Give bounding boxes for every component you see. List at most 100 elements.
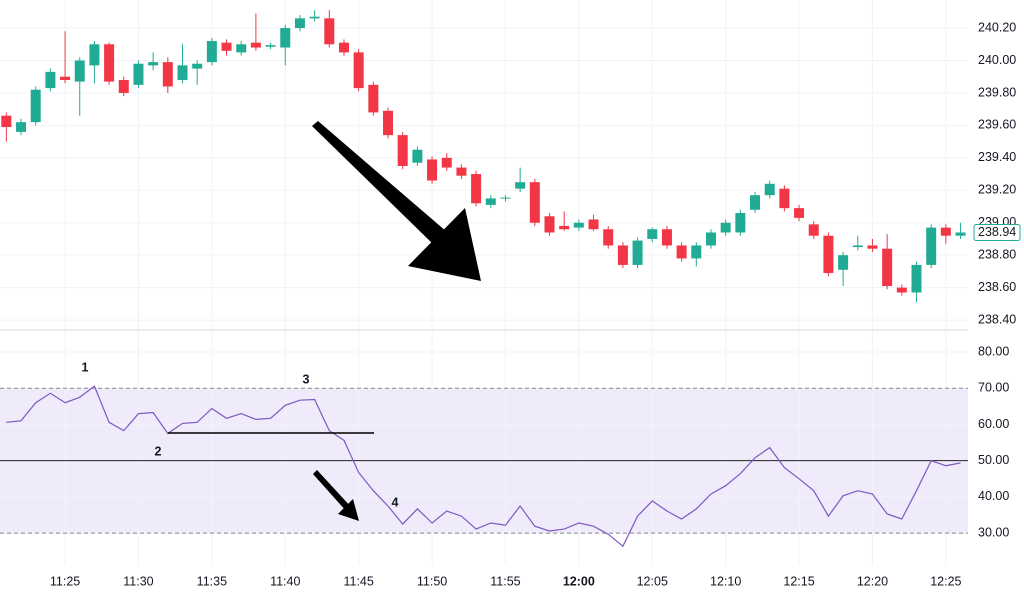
- candle-body: [471, 174, 482, 204]
- x-tick-label: 11:30: [123, 574, 153, 588]
- candle-body: [45, 71, 56, 89]
- candle-body: [779, 188, 790, 209]
- candle-body: [74, 60, 85, 82]
- x-tick-label: 12:10: [710, 574, 741, 588]
- y-tick-label: 239.80: [978, 85, 1016, 99]
- candle-body: [603, 229, 614, 246]
- x-tick-label: 12:25: [930, 574, 961, 588]
- candle-body: [206, 41, 217, 63]
- candle-body: [221, 42, 232, 51]
- candle-body: [823, 235, 834, 274]
- candle-body: [940, 227, 951, 236]
- candle-body: [368, 84, 379, 113]
- candle-body: [794, 208, 805, 218]
- trend-arrow-shaft: [312, 121, 447, 245]
- candle-body: [412, 149, 423, 163]
- candle-body: [617, 245, 628, 265]
- candle-body: [30, 89, 41, 123]
- y-tick-label: 50.00: [978, 453, 1009, 467]
- y-tick-label: 239.20: [978, 183, 1016, 197]
- candle-body: [456, 167, 467, 176]
- candle-body: [544, 216, 555, 233]
- annotation: 2: [155, 444, 162, 458]
- candle-body: [280, 28, 291, 48]
- x-tick-label: 12:05: [637, 574, 668, 588]
- x-tick-label: 11:45: [343, 574, 373, 588]
- candle-body: [632, 240, 643, 265]
- candle-body: [764, 183, 775, 196]
- candle-body: [500, 197, 511, 199]
- y-tick-label: 239.40: [978, 150, 1016, 164]
- candle-body: [118, 79, 129, 93]
- candle-body: [588, 219, 599, 230]
- candle-body: [162, 62, 173, 87]
- candle-body: [559, 225, 570, 230]
- candle-body: [236, 44, 247, 53]
- candle-body: [353, 52, 364, 89]
- candle-body: [838, 255, 849, 270]
- y-tick-label: 238.40: [978, 312, 1016, 326]
- x-tick-label: 12:15: [783, 574, 814, 588]
- candle-body: [441, 157, 452, 168]
- candle-body: [661, 229, 672, 246]
- x-tick-label: 11:35: [197, 574, 227, 588]
- candle-body: [926, 227, 937, 265]
- candle-body: [192, 63, 203, 69]
- rsi-arrow-shaft: [313, 470, 352, 512]
- annotation: 4: [392, 495, 399, 509]
- y-tick-label: 80.00: [978, 344, 1009, 358]
- y-tick-label: 238.60: [978, 280, 1016, 294]
- candle-body: [89, 44, 100, 66]
- x-tick-label: 11:55: [490, 574, 520, 588]
- candle-body: [485, 198, 496, 205]
- candle-body: [896, 287, 907, 293]
- candle-body: [338, 42, 349, 53]
- candle-body: [955, 232, 966, 236]
- candle-body: [427, 159, 438, 181]
- foreground-layer: 238.40238.60238.80239.00239.20239.40239.…: [1, 10, 1021, 588]
- x-tick-label: 11:40: [270, 574, 300, 588]
- candle-body: [133, 63, 144, 85]
- candle-body: [911, 264, 922, 293]
- candle-body: [60, 76, 71, 80]
- candle-body: [1, 115, 12, 128]
- y-tick-label: 239.60: [978, 118, 1016, 132]
- y-tick-label: 240.00: [978, 53, 1016, 67]
- y-tick-label: 240.20: [978, 20, 1016, 34]
- background-layer: [0, 0, 968, 565]
- candle-body: [324, 18, 335, 45]
- candle-body: [882, 248, 893, 287]
- candle-body: [265, 45, 276, 47]
- last-price-label: 238.94: [978, 225, 1016, 239]
- candle-body: [676, 245, 687, 259]
- candle-body: [529, 182, 540, 223]
- x-tick-label: 11:25: [50, 574, 80, 588]
- candle-body: [397, 135, 408, 166]
- candle-body: [750, 195, 761, 210]
- rsi-arrow-head: [338, 499, 359, 521]
- y-tick-label: 238.80: [978, 247, 1016, 261]
- y-tick-label: 60.00: [978, 417, 1009, 431]
- candle-body: [852, 245, 863, 248]
- candle-body: [867, 245, 878, 249]
- candle-body: [573, 222, 584, 228]
- candle-body: [705, 232, 716, 246]
- candle-body: [647, 229, 658, 239]
- candle-body: [294, 18, 305, 29]
- y-tick-label: 70.00: [978, 381, 1009, 395]
- candle-body: [177, 65, 188, 80]
- candle-body: [309, 16, 320, 19]
- candle-body: [148, 62, 159, 66]
- y-tick-label: 40.00: [978, 489, 1009, 503]
- x-tick-label: 12:20: [857, 574, 888, 588]
- candle-body: [808, 224, 819, 236]
- candle-body: [691, 245, 702, 259]
- candle-body: [515, 182, 526, 189]
- candle-body: [735, 213, 746, 233]
- trend-arrow-head: [408, 208, 481, 281]
- candle-body: [250, 42, 261, 48]
- annotation: 1: [82, 360, 89, 374]
- candle-body: [16, 122, 27, 132]
- candle-body: [383, 110, 394, 136]
